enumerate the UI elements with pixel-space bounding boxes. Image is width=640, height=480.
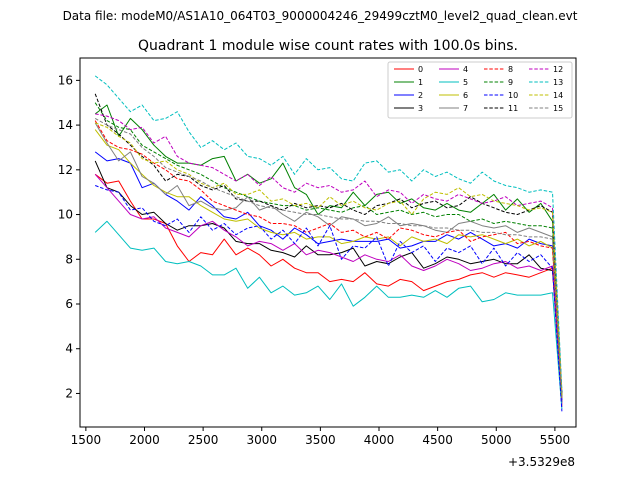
x-tick-label: 5500 (540, 433, 571, 447)
legend-label-5: 5 (463, 78, 468, 87)
legend-label-0: 0 (418, 65, 423, 74)
y-tick-label: 2 (65, 386, 73, 400)
y-tick-label: 6 (65, 297, 73, 311)
y-tick-label: 14 (58, 118, 73, 132)
x-tick-label: 4000 (364, 433, 395, 447)
series-line-15 (94, 117, 563, 398)
y-axis: 2 4 6 8 10 12 14 16 (58, 73, 80, 400)
series-line-2 (94, 151, 563, 401)
x-tick-label: 5000 (481, 433, 512, 447)
legend-label-1: 1 (418, 78, 423, 87)
y-tick-label: 10 (58, 208, 73, 222)
y-tick-label: 16 (58, 73, 73, 87)
x-tick-label: 3000 (246, 433, 277, 447)
series-line-0 (94, 173, 563, 407)
legend-label-4: 4 (463, 65, 468, 74)
legend-label-6: 6 (463, 91, 468, 100)
x-tick-label: 2500 (188, 433, 219, 447)
x-axis: 1500 2000 2500 3000 3500 4000 4500 5000 5500 (71, 427, 571, 447)
series-line-12 (95, 113, 563, 394)
legend-label-14: 14 (553, 91, 563, 100)
series-line-1 (94, 104, 563, 403)
series-line-11 (94, 93, 563, 394)
series-line-13 (94, 75, 563, 392)
x-tick-label: 4500 (422, 433, 453, 447)
legend-label-10: 10 (508, 91, 518, 100)
data-file-label: Data file: modeM0/AS1A10_064T03_90000042… (63, 9, 578, 23)
series-line-3 (94, 160, 563, 396)
legend-box (387, 61, 573, 119)
y-tick-label: 4 (65, 342, 73, 356)
legend-label-11: 11 (508, 104, 518, 113)
x-offset-label: +3.5329e8 (508, 455, 575, 469)
legend-label-13: 13 (553, 78, 563, 87)
legend-label-12: 12 (553, 65, 563, 74)
plot-frame (79, 57, 577, 428)
legend-label-8: 8 (508, 65, 513, 74)
series-line-8 (94, 120, 563, 401)
x-tick-label: 2000 (129, 433, 160, 447)
legend-label-9: 9 (508, 78, 513, 87)
series-line-4 (94, 173, 563, 405)
legend-label-3: 3 (418, 104, 423, 113)
legend-label-2: 2 (418, 91, 423, 100)
legend-label-7: 7 (463, 104, 468, 113)
series-layer (94, 75, 563, 412)
series-line-9 (94, 102, 563, 396)
legend-label-15: 15 (553, 104, 563, 113)
chart-title: Quadrant 1 module wise count rates with … (138, 38, 518, 54)
y-tick-label: 8 (65, 252, 73, 266)
series-line-10 (95, 185, 563, 412)
x-tick-label: 1500 (71, 433, 102, 447)
series-line-5 (94, 220, 563, 410)
x-tick-label: 3500 (305, 433, 336, 447)
y-tick-label: 12 (58, 163, 73, 177)
